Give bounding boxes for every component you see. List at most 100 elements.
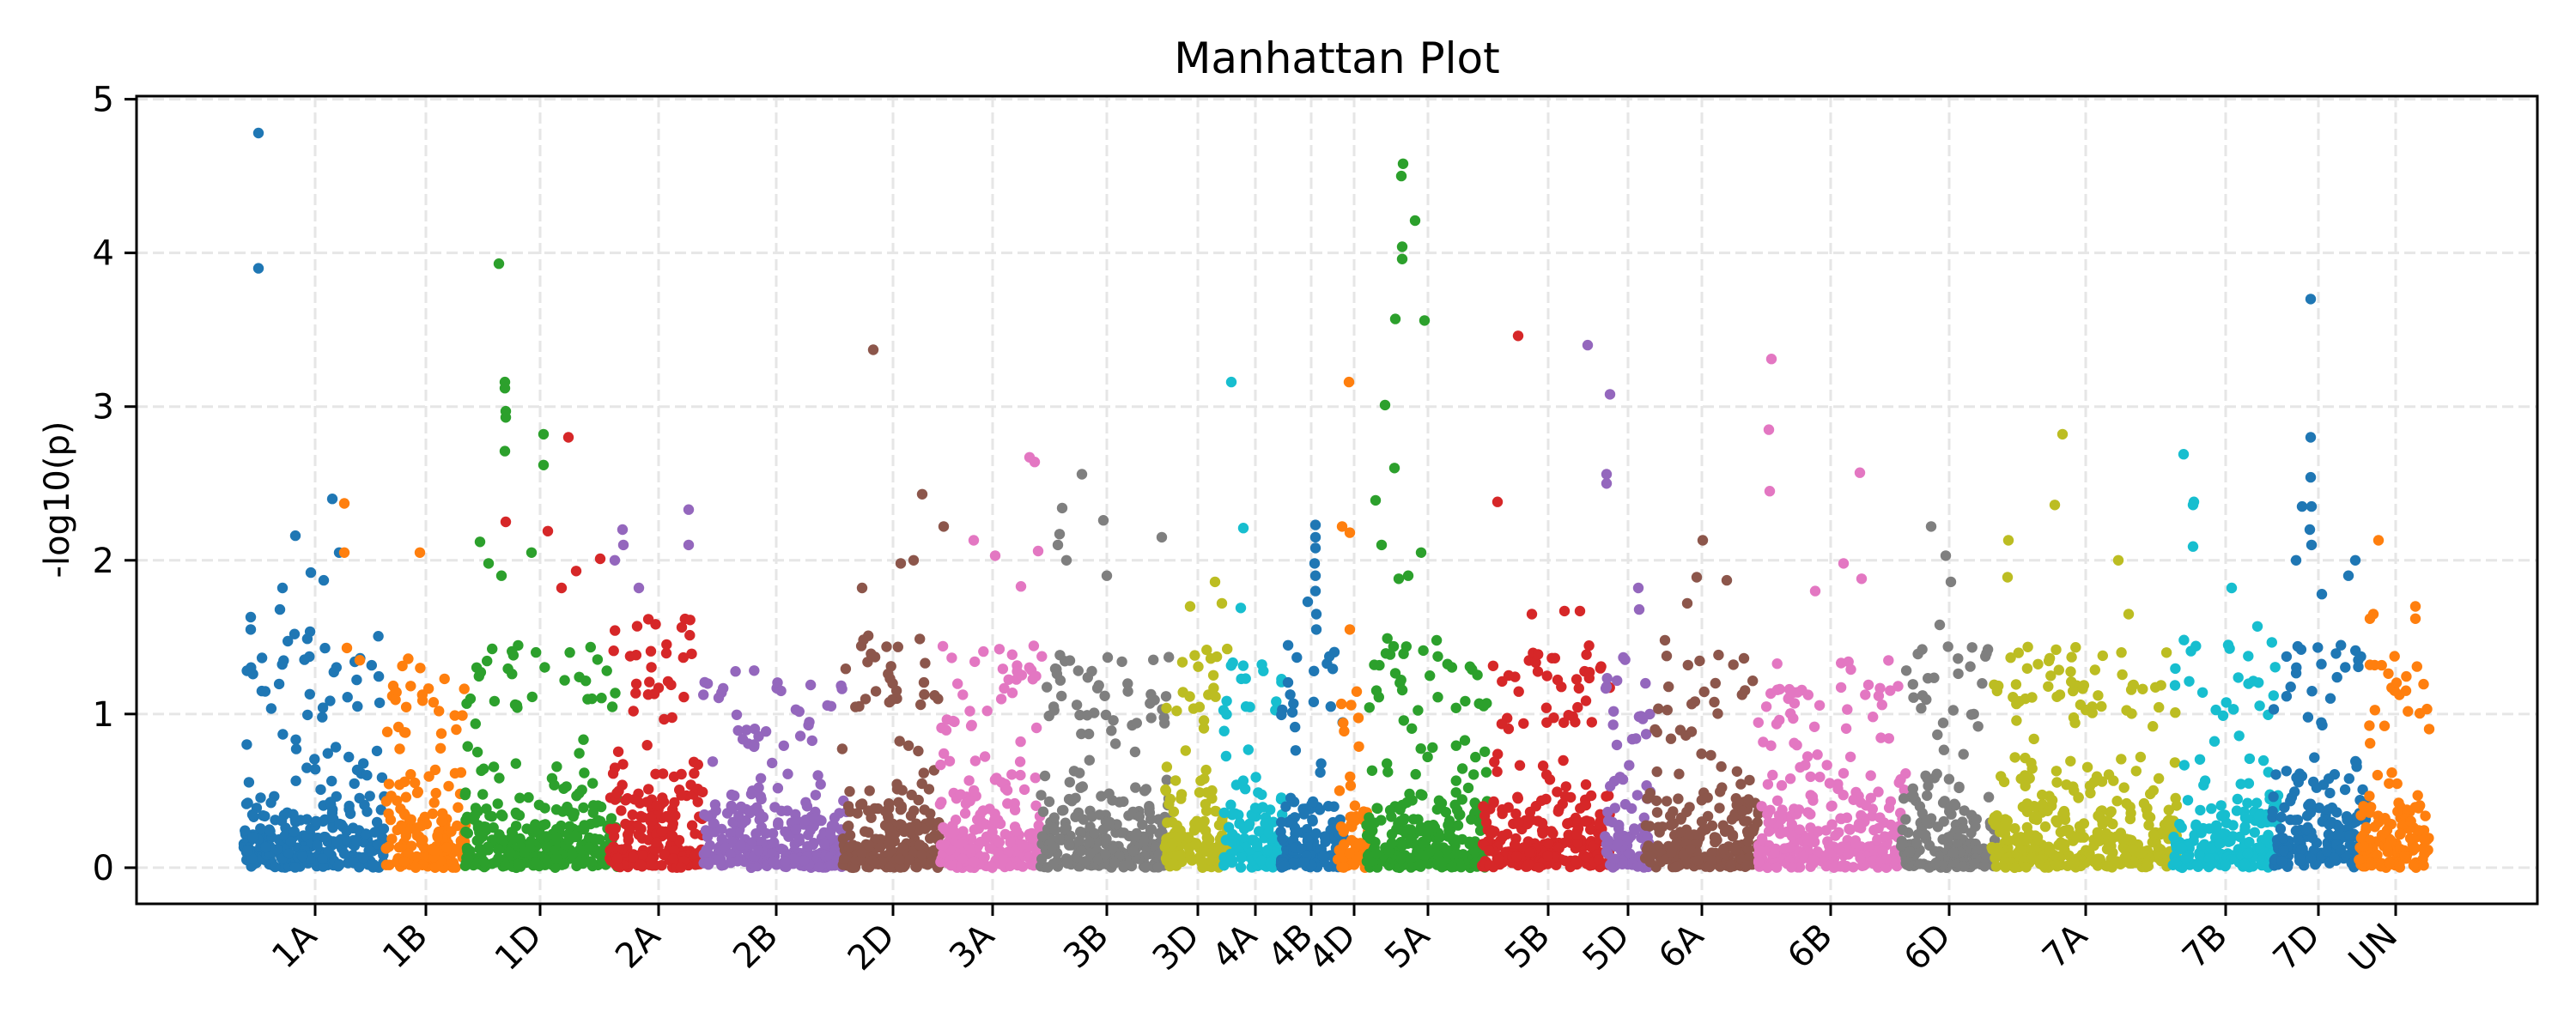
x-tick-label-7B: 7B	[2175, 917, 2235, 977]
snp-point-2D	[856, 582, 868, 594]
snp-point-2B	[683, 539, 695, 551]
snp-point-2A	[556, 582, 568, 594]
snp-point-6B	[1764, 486, 1776, 497]
snp-point-4D	[1343, 376, 1355, 388]
snp-point-5A	[1393, 573, 1405, 585]
snp-point-3A	[1029, 457, 1041, 468]
snp-point-7A	[2057, 428, 2069, 440]
snp-point-UN	[2409, 601, 2421, 612]
snp-point-5A	[1388, 463, 1400, 474]
snp-point-7A	[2049, 500, 2061, 511]
snp-point-2B	[617, 524, 629, 536]
snp-point-5D	[1601, 478, 1613, 489]
snp-point-5A	[1376, 539, 1388, 551]
axes-spines	[135, 94, 2539, 906]
snp-point-6B	[1856, 573, 1868, 585]
snp-point-7D	[2306, 500, 2318, 512]
x-tick-label-7A: 7A	[2035, 916, 2095, 976]
snp-point-7A	[2123, 609, 2135, 620]
snp-point-7B	[2251, 621, 2263, 632]
chromosome-UN-points	[2354, 651, 2435, 873]
snp-point-1D	[495, 570, 507, 581]
snp-point-4A	[1235, 603, 1247, 614]
x-tick-label-6A: 6A	[1651, 916, 1711, 976]
x-tick-label-UN: UN	[2342, 917, 2405, 980]
x-tick-label-1B: 1B	[375, 917, 435, 977]
snp-point-1D	[493, 258, 505, 270]
snp-point-UN	[2409, 613, 2421, 624]
y-tick-label: 0	[93, 849, 114, 888]
snp-point-7B	[2178, 449, 2190, 460]
snp-point-7D	[2305, 294, 2317, 305]
snp-point-7D	[2305, 471, 2317, 483]
snp-point-6A	[1721, 574, 1733, 586]
snp-point-5B	[1492, 496, 1504, 507]
snp-point-1A	[274, 603, 286, 615]
snp-point-3B	[1060, 554, 1072, 566]
snp-point-7A	[2002, 572, 2014, 583]
x-tick-label-1D: 1D	[488, 917, 550, 978]
x-tick-label-6D: 6D	[1897, 917, 1959, 978]
snp-point-4D	[1344, 624, 1356, 635]
snp-point-5D	[1632, 582, 1644, 594]
snp-point-1A	[252, 127, 264, 139]
snp-point-3D	[1184, 601, 1196, 612]
snp-point-2B	[633, 582, 645, 594]
snp-point-2A	[594, 553, 606, 565]
snp-point-1B	[341, 642, 353, 654]
y-tick-label: 2	[93, 542, 114, 581]
snp-point-3B	[1097, 515, 1109, 526]
chromosome-6B-points	[1753, 655, 1911, 874]
snp-point-1D	[500, 412, 512, 423]
snp-point-1A	[318, 574, 330, 586]
snp-point-4B	[1309, 570, 1321, 581]
snp-point-7D	[2290, 554, 2302, 566]
x-tick-label-2A: 2A	[608, 916, 668, 976]
snp-point-3B	[1052, 539, 1064, 551]
snp-point-3A	[1015, 581, 1027, 592]
snp-point-4B	[1309, 542, 1321, 554]
snp-point-4D	[1336, 521, 1348, 532]
snp-point-2A	[570, 566, 582, 577]
snp-point-3D	[1216, 597, 1228, 609]
snp-point-7B	[2187, 500, 2199, 511]
snp-point-1D	[499, 383, 511, 394]
y-tick-label: 3	[93, 388, 114, 427]
snp-point-7D	[2316, 589, 2328, 600]
chromosome-7A-points	[1986, 641, 2183, 874]
snp-point-5A	[1395, 170, 1407, 182]
snp-point-6B	[1854, 467, 1866, 478]
snp-point-1D	[474, 536, 486, 548]
snp-point-7D	[2304, 524, 2316, 536]
snp-point-4A	[1225, 376, 1237, 388]
snp-point-3B	[1101, 570, 1113, 581]
snp-point-2B	[617, 539, 629, 551]
chart-title: Manhattan Plot	[1174, 33, 1500, 83]
snp-point-7A	[2002, 535, 2014, 546]
snp-point-1B	[414, 547, 426, 558]
chromosome-3B-points	[1035, 650, 1175, 873]
snp-point-1D	[483, 558, 495, 569]
axes-frame	[135, 94, 2539, 906]
snp-point-4B	[1310, 624, 1322, 635]
snp-point-5A	[1415, 547, 1427, 558]
snp-point-6A	[1691, 572, 1703, 583]
chromosome-5B-points	[1477, 640, 1615, 873]
chromosome-7B-points	[2167, 634, 2284, 874]
snp-point-7D	[2296, 500, 2308, 512]
snp-point-3A	[1032, 545, 1044, 557]
snp-point-7D	[2305, 432, 2317, 443]
snp-point-1D	[499, 445, 511, 457]
snp-point-5A	[1409, 215, 1421, 227]
snp-point-5D	[1633, 603, 1645, 615]
snp-point-7B	[2187, 541, 2199, 552]
snp-point-7D	[2306, 539, 2318, 551]
snp-point-1A	[252, 263, 264, 274]
snp-point-6B	[1763, 424, 1775, 435]
snp-point-5A	[1419, 315, 1431, 326]
snp-point-1A	[326, 494, 338, 505]
x-tick-label-3D: 3D	[1145, 917, 1207, 978]
snp-point-2D	[908, 554, 920, 566]
chromosome-2A-points	[605, 613, 708, 873]
